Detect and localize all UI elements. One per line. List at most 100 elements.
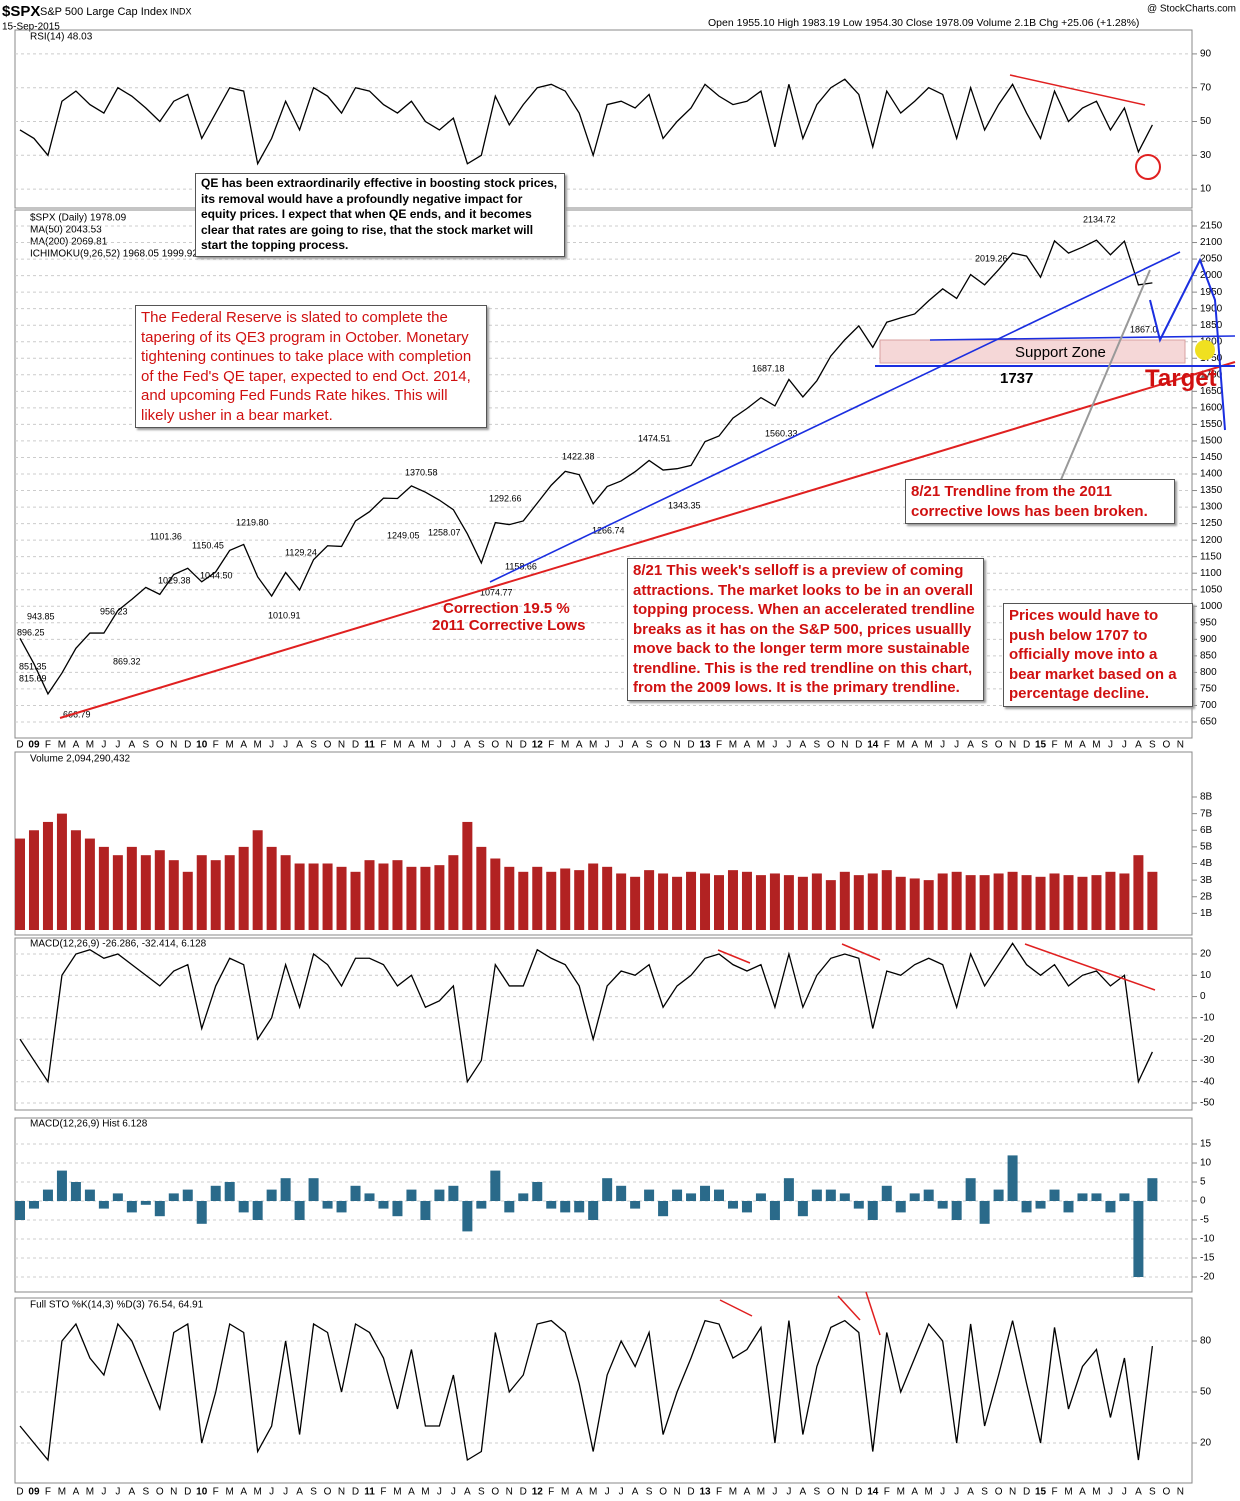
bar <box>630 876 641 930</box>
y-tick-label: 0 <box>1200 1196 1206 1207</box>
bar <box>1021 1201 1032 1213</box>
x-tick-label: A <box>240 1487 247 1498</box>
y-tick-label: 0 <box>1200 991 1206 1002</box>
x-tick-label: A <box>744 1487 751 1498</box>
x-tick-label: M <box>561 740 569 751</box>
legend-entry: ICHIMOKU(9,26,52) 1968.05 1999.92 <box>30 249 198 260</box>
bar <box>923 880 934 930</box>
x-tick-label: M <box>589 1487 597 1498</box>
bar <box>937 873 948 930</box>
x-tick-label: F <box>1051 740 1057 751</box>
bar <box>322 1201 333 1209</box>
price-label: 2019.26 <box>975 253 1008 263</box>
x-tick-label: M <box>925 1487 933 1498</box>
x-tick-label: A <box>800 740 807 751</box>
bar <box>1077 1193 1088 1201</box>
bar <box>755 875 766 930</box>
x-tick-label: A <box>1079 1487 1086 1498</box>
bar <box>84 838 95 930</box>
x-tick-label: M <box>897 1487 905 1498</box>
bar <box>462 821 473 930</box>
bar <box>644 1189 655 1201</box>
bar <box>700 873 711 930</box>
bar <box>1147 871 1158 930</box>
x-tick-label: S <box>142 1487 149 1498</box>
y-tick-label: 10 <box>1200 970 1212 981</box>
x-tick-label: N <box>506 1487 513 1498</box>
bar <box>266 1189 277 1201</box>
x-tick-label: J <box>1122 740 1127 751</box>
bar <box>658 1201 669 1217</box>
bar <box>518 871 529 930</box>
x-tick-label: S <box>814 1487 821 1498</box>
y-tick-label: 2B <box>1200 891 1213 902</box>
price-label: 1422.38 <box>562 451 595 461</box>
bar <box>532 1182 543 1201</box>
price-label: 943.85 <box>27 611 55 621</box>
bar <box>797 1201 808 1217</box>
x-tick-label: M <box>421 1487 429 1498</box>
y-tick-label: -50 <box>1200 1098 1215 1109</box>
x-tick-label: O <box>324 740 332 751</box>
pointer <box>1059 269 1151 483</box>
bar <box>1035 876 1046 930</box>
y-tick-label: 1100 <box>1200 568 1222 579</box>
bar <box>588 863 599 930</box>
y-tick-label: 20 <box>1200 1438 1212 1449</box>
x-tick-label: J <box>619 740 624 751</box>
x-tick-label: S <box>1149 1487 1156 1498</box>
y-tick-label: 1800 <box>1200 336 1223 347</box>
x-tick-label: A <box>744 740 751 751</box>
price-label: 1074.77 <box>480 587 513 597</box>
bar <box>322 863 333 930</box>
y-tick-label: 1050 <box>1200 584 1223 595</box>
support-zone <box>879 339 1186 364</box>
x-tick-label: A <box>632 1487 639 1498</box>
panel-title: Full STO %K(14,3) %D(3) 76.54, 64.91 <box>30 1300 204 1311</box>
y-tick-label: 1650 <box>1200 386 1223 397</box>
x-tick-label: D <box>855 1487 862 1498</box>
bar <box>448 855 459 930</box>
x-tick-label: O <box>827 740 835 751</box>
x-tick-label: J <box>269 1487 274 1498</box>
y-tick-label: 5B <box>1200 842 1213 853</box>
y-tick-label: 1750 <box>1200 353 1223 364</box>
price-label: 1150.45 <box>192 540 224 550</box>
price-label: 956.23 <box>100 606 128 616</box>
x-tick-label: 09 <box>28 740 40 751</box>
x-tick-label: N <box>170 1487 177 1498</box>
bar <box>238 1201 249 1213</box>
x-tick-label: M <box>757 1487 765 1498</box>
panel-title: Volume 2,094,290,432 <box>30 754 131 765</box>
price-label: 1258.07 <box>428 527 461 537</box>
x-tick-label: D <box>520 740 527 751</box>
panel-title: MACD(12,26,9) Hist 6.128 <box>30 1119 148 1130</box>
bar <box>546 1201 557 1209</box>
x-tick-label: J <box>101 1487 106 1498</box>
price-label: 1044.50 <box>200 570 233 580</box>
bar <box>70 830 81 930</box>
x-tick-label: 15 <box>1035 740 1047 751</box>
y-tick-label: -40 <box>1200 1076 1215 1087</box>
bar <box>1077 876 1088 930</box>
x-tick-label: J <box>619 1487 624 1498</box>
bar <box>56 813 67 930</box>
qe-note: QE has been extraordinarily effective in… <box>195 173 565 257</box>
y-tick-label: 50 <box>1200 116 1212 127</box>
bar <box>602 866 613 930</box>
bar <box>476 1201 487 1209</box>
x-tick-label: D <box>16 1487 23 1498</box>
price-label: 1687.18 <box>752 363 785 373</box>
x-tick-label: J <box>605 1487 610 1498</box>
bar <box>28 1201 39 1209</box>
panel-frame <box>14 29 1193 209</box>
bar <box>1063 875 1074 930</box>
bar <box>714 875 724 930</box>
bar <box>839 871 850 930</box>
y-tick-label: 800 <box>1200 667 1217 678</box>
x-tick-label: S <box>478 740 485 751</box>
x-tick-label: J <box>772 740 777 751</box>
bar <box>434 865 445 930</box>
x-tick-label: O <box>659 740 667 751</box>
